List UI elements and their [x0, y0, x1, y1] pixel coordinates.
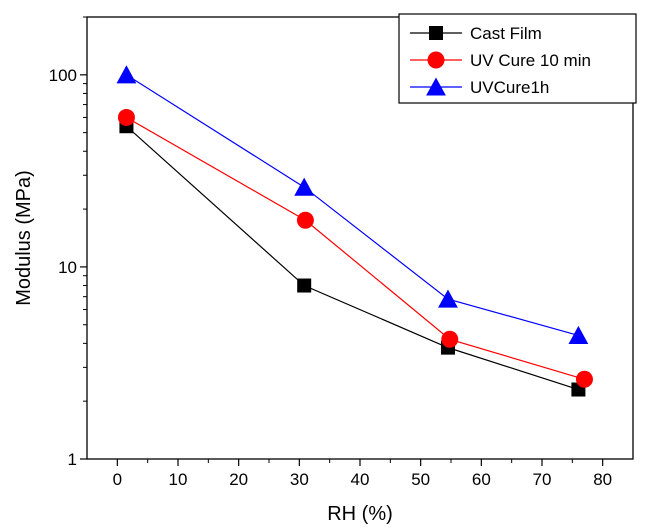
legend: Cast Film UV Cure 10 min UVCure1h — [398, 13, 637, 104]
data-point-series-2 — [117, 108, 135, 126]
legend-label: UV Cure 10 min — [470, 51, 591, 70]
series-line-3 — [126, 74, 579, 336]
data-point-series-2 — [575, 370, 593, 388]
data-point-series-3 — [294, 177, 315, 196]
data-point-series-1 — [297, 278, 312, 293]
y-axis-ticks: 1 10 100 — [49, 16, 87, 469]
y-tick-label: 100 — [49, 66, 77, 85]
x-tick-label: 20 — [229, 470, 248, 489]
data-point-series-3 — [438, 289, 458, 308]
data-point-series-3 — [116, 65, 137, 84]
x-tick-label: 40 — [351, 470, 370, 489]
x-tick-label: 0 — [113, 470, 122, 489]
y-axis-title: Modulus (MPa) — [13, 170, 35, 306]
data-point-series-2 — [296, 211, 314, 229]
data-point-series-2 — [441, 330, 459, 348]
series-line-2 — [126, 116, 585, 380]
legend-marker — [429, 26, 443, 40]
x-axis-ticks: 0 10 20 30 40 50 60 70 80 — [113, 459, 612, 489]
legend-label: UVCure1h — [470, 78, 549, 97]
x-tick-label: 10 — [169, 470, 188, 489]
y-tick-label: 1 — [68, 450, 77, 469]
x-tick-label: 60 — [472, 470, 491, 489]
legend-marker — [426, 77, 446, 96]
legend-marker — [427, 51, 445, 69]
x-tick-label: 80 — [593, 470, 612, 489]
x-tick-label: 50 — [411, 470, 430, 489]
legend-label: Cast Film — [470, 24, 542, 43]
x-tick-label: 30 — [290, 470, 309, 489]
x-tick-label: 70 — [533, 470, 552, 489]
series-line-1 — [126, 125, 579, 391]
x-axis-title: RH (%) — [327, 503, 393, 525]
y-tick-label: 10 — [58, 258, 77, 277]
series-layer — [116, 65, 593, 397]
data-point-series-3 — [568, 325, 589, 344]
